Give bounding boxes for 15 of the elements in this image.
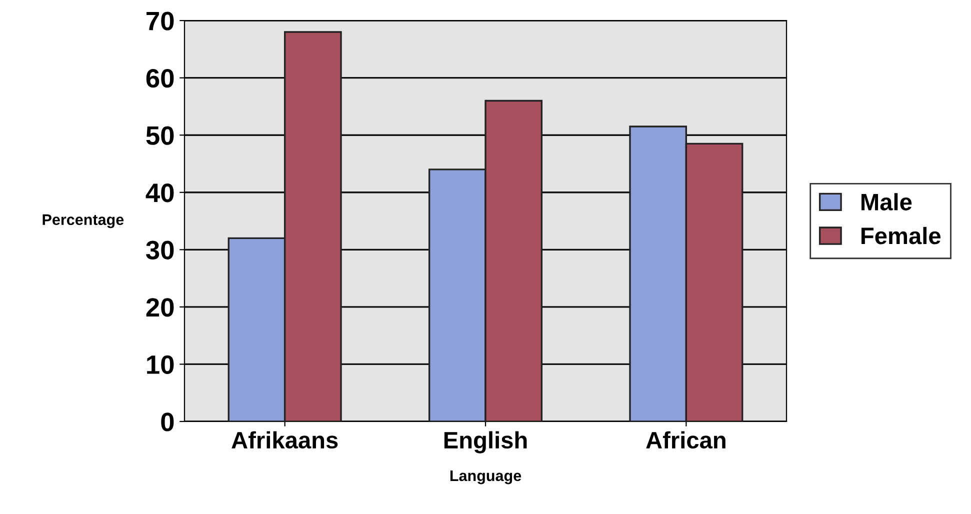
y-tick-label: 50 (146, 126, 174, 145)
y-tick-label: 30 (146, 240, 174, 260)
legend-label: Male (862, 193, 912, 210)
x-tick-label: African (646, 431, 726, 449)
y-tick-label: 20 (146, 298, 174, 317)
y-tick-label: 0 (161, 412, 174, 432)
y-axis-title: Percentage (42, 214, 124, 228)
y-tick-label: 10 (147, 355, 174, 374)
y-tick-label: 60 (146, 68, 174, 88)
y-tick-label: 70 (146, 12, 174, 30)
x-axis-title: Language (450, 470, 522, 484)
x-tick-label: Afrikaans (232, 431, 338, 449)
legend-label: Female (862, 226, 941, 244)
x-tick-label: English (444, 431, 527, 454)
y-tick-label: 40 (146, 184, 174, 202)
